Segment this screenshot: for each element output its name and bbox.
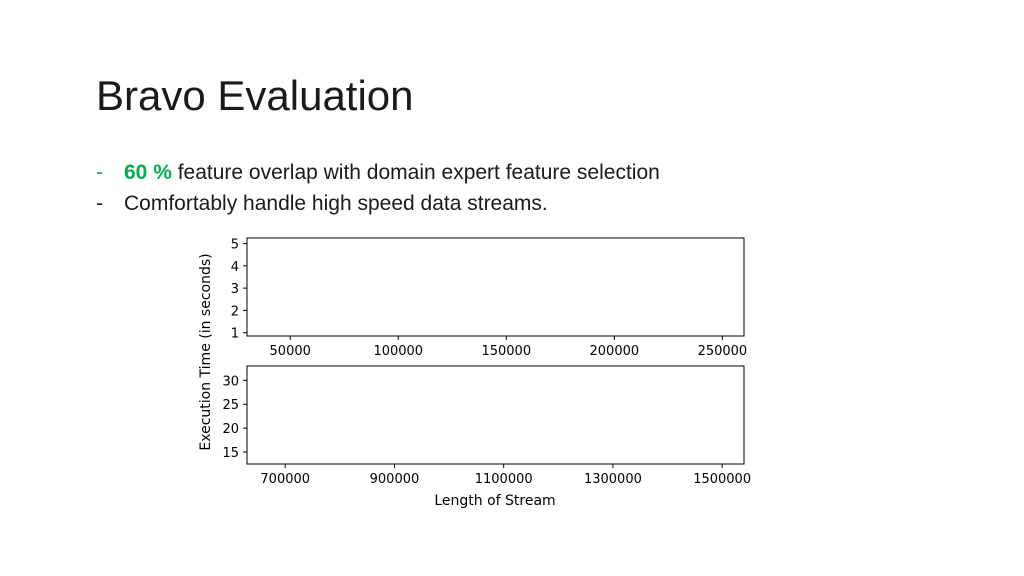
x-tick-label: 200000 — [590, 344, 640, 359]
subplot-large-streams: 700000 900000 1100000 1300000 1500000 15 20 25 3… — [222, 365, 751, 487]
x-tick-label: 150000 — [481, 344, 531, 359]
y-tick-label: 5 — [231, 238, 239, 253]
slide-title: Bravo Evaluation — [96, 72, 414, 119]
y-tick-label: 15 — [222, 446, 239, 461]
y-tick-label: 30 — [222, 374, 239, 389]
x-tick-label: 900000 — [370, 472, 420, 487]
bullet-list: - 60 % feature overlap with domain exper… — [96, 157, 660, 219]
bullet-text: Comfortably handle high speed data strea… — [124, 192, 548, 215]
x-tick-label: 1100000 — [475, 472, 533, 487]
y-tick-label: 3 — [231, 282, 239, 297]
y-tick-label: 20 — [222, 422, 239, 437]
x-axis-label: Length of Stream — [434, 493, 555, 509]
x-tick-label: 700000 — [260, 472, 310, 487]
x-tick-label: 50000 — [270, 344, 311, 359]
x-tick-label: 100000 — [373, 344, 423, 359]
plot-frame — [246, 237, 745, 337]
y-axis-label: Execution Time (in seconds) — [198, 253, 214, 450]
y-tick-label: 25 — [222, 398, 239, 413]
y-tick-label: 4 — [231, 260, 239, 275]
x-tick-label: 1500000 — [693, 472, 751, 487]
y-tick-label: 1 — [231, 327, 239, 342]
x-tick-label: 1300000 — [584, 472, 642, 487]
x-tick-label: 250000 — [698, 344, 748, 359]
bullet-dash: - — [96, 161, 103, 184]
bullet-text: feature overlap with domain expert featu… — [171, 161, 660, 184]
y-tick-label: 2 — [231, 304, 239, 319]
plot-frame — [246, 365, 745, 465]
bullet-dash: - — [96, 192, 103, 215]
bullet-highlight-percentage: 60 % — [124, 161, 172, 184]
subplot-small-streams: 50000 100000 150000 200000 250000 1 2 3 4 5 — [231, 237, 748, 359]
execution-time-chart: 50000 100000 150000 200000 250000 1 2 3 4 5 70000… — [198, 237, 751, 509]
bullet-item-streams: - Comfortably handle high speed data str… — [96, 188, 660, 219]
bullet-item-overlap: - 60 % feature overlap with domain exper… — [96, 157, 660, 188]
